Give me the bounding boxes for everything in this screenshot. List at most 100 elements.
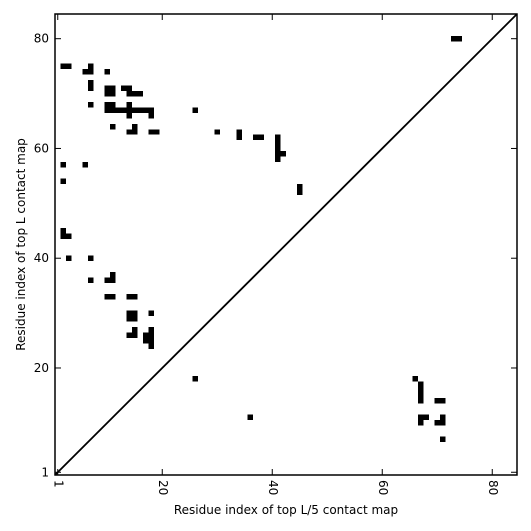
contact-cell-top-l5 [440,436,446,443]
contact-cell-top-l [297,189,303,196]
contact-cell-top-l [236,134,242,141]
contact-cell-top-l [132,332,138,338]
contact-cell-top-l [126,107,132,113]
contact-cell-top-l [148,129,154,135]
contact-cell-top-l [132,90,138,97]
contact-cell-top-l [104,293,110,300]
contact-cell-top-l [148,112,154,119]
contact-cell-top-l [88,101,94,108]
contact-cell-top-l [275,134,281,141]
x-tick-label: 60 [376,480,390,495]
contact-cell-top-l [126,101,132,108]
axis-ticks: 1 20 40 60 80 1 20 40 60 80 [34,14,517,495]
contact-cell-top-l [88,277,94,283]
contact-cell-top-l [132,315,138,322]
contact-cell-top-l [148,326,154,333]
contact-cell-top-l [60,178,66,185]
contact-cell-top-l [126,293,132,300]
contact-cell-top-l [236,129,242,135]
contact-cell-top-l [126,85,132,91]
contact-cell-top-l5 [451,35,457,42]
diagonal-line [54,13,518,476]
contact-cell-top-l [275,140,281,146]
contact-cell-top-l [88,79,94,86]
contact-cell-top-l [104,90,110,97]
x-axis-label: Residue index of top L/5 contact map [174,503,398,517]
contact-cell-top-l [253,134,259,141]
contact-cell-top-l [148,337,154,344]
contact-cell-top-l [148,310,154,316]
contact-cell-top-l [88,63,94,69]
contact-cell-top-l [126,310,132,316]
contact-cell-top-l [132,129,138,135]
contact-cell-top-l5 [440,414,446,421]
contact-cell-top-l [110,85,116,91]
y-tick-label: 40 [34,251,49,265]
contact-cell-top-l [148,332,154,338]
contact-cell-top-l [275,151,281,157]
contact-cell-top-l5 [423,414,429,421]
contact-cell-top-l [126,129,132,135]
contact-cell-top-l [137,90,143,97]
contact-cell-top-l [104,101,110,108]
contact-cell-top-l5 [440,420,446,426]
contact-cell-top-l [60,233,66,240]
contact-cell-top-l [110,293,116,300]
contact-cell-top-l5 [440,398,446,404]
contact-cell-top-l5 [412,376,418,382]
contact-cell-top-l [82,162,88,168]
contact-cell-top-l [66,233,72,240]
y-tick-label: 60 [34,141,49,155]
x-tick-label: 1 [51,480,65,488]
contact-cell-top-l [104,107,110,113]
contact-cell-top-l [214,129,220,135]
contact-cell-top-l [88,85,94,91]
contact-cell-top-l5 [418,381,424,388]
contact-cell-top-l [297,184,303,190]
contact-cell-top-l5 [192,376,198,382]
contact-cell-top-l [104,85,110,91]
contact-cell-top-l [126,315,132,322]
contact-cell-top-l [143,337,149,344]
y-tick-label: 20 [34,361,49,375]
contact-cell-top-l [143,107,149,113]
contact-cell-top-l [104,277,110,283]
contact-cell-top-l [132,293,138,300]
contact-cell-top-l [132,107,138,113]
contact-cell-top-l [132,123,138,130]
contact-cell-top-l [121,107,127,113]
contact-cell-top-l [88,68,94,75]
contact-cell-top-l [110,277,116,283]
x-tick-label: 20 [156,480,170,495]
contact-cell-top-l [126,332,132,338]
contact-cell-top-l [192,107,198,113]
contact-cell-top-l5 [418,398,424,404]
contact-cell-top-l5 [247,414,253,421]
contact-cell-top-l [66,63,72,69]
contact-cell-top-l [121,85,127,91]
contact-cell-top-l [148,107,154,113]
y-axis-label: Residue index of top L contact map [14,138,28,351]
contact-cell-top-l [110,271,116,278]
contact-cell-top-l [280,151,286,157]
contact-cell-top-l [258,134,264,141]
contact-cell-top-l5 [418,392,424,399]
contact-cell-top-l [132,310,138,316]
contact-cell-top-l5 [434,420,440,426]
contact-cell-top-l [148,343,154,349]
contact-cell-top-l5 [456,35,462,42]
y-tick-label: 80 [34,32,49,46]
contact-cell-top-l [88,255,94,261]
contact-cell-top-l [275,156,281,163]
contact-cell-top-l [126,90,132,97]
contact-cell-top-l [132,326,138,333]
y-tick-label: 1 [41,465,49,479]
contact-cell-top-l [60,162,66,168]
contact-cell-top-l [82,68,88,75]
contact-cell-top-l5 [434,398,440,404]
contact-cell-top-l [110,101,116,108]
contact-cell-top-l5 [418,414,424,421]
contact-cell-top-l [110,123,116,130]
plot-frame [54,13,518,476]
